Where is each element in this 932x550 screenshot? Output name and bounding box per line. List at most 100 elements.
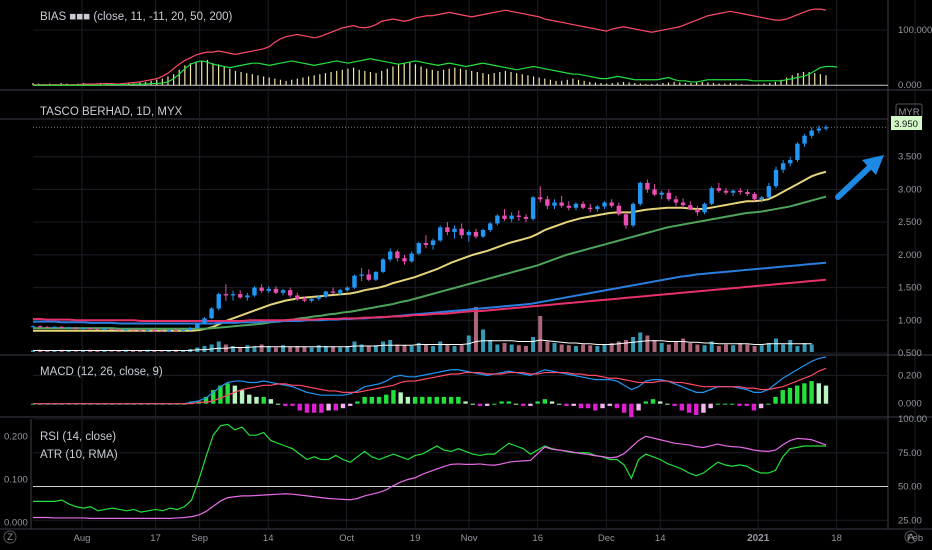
candle-body xyxy=(780,163,786,170)
candle-body xyxy=(702,203,707,213)
candle-body xyxy=(287,290,293,296)
volume-bar xyxy=(759,345,764,352)
candle-body xyxy=(502,215,507,219)
volume-bar xyxy=(788,340,793,352)
macd-histogram-bar xyxy=(578,403,584,409)
price-panel[interactable] xyxy=(30,125,888,354)
candle-body xyxy=(816,128,822,131)
price-tick-label: 0.500 xyxy=(898,348,922,359)
zoom-reset-icon[interactable] xyxy=(3,530,17,544)
volume-bar xyxy=(652,340,657,352)
candle-body xyxy=(266,288,271,291)
candle-body xyxy=(788,159,793,164)
volume-bar xyxy=(809,344,814,352)
macd-histogram-bar xyxy=(621,403,627,413)
volume-bar xyxy=(323,346,328,352)
rsi-tick-label: 25.00 xyxy=(898,515,922,526)
macd-histogram-bar xyxy=(657,401,663,404)
ma-line-ma50 xyxy=(33,195,827,330)
macd-histogram-bar xyxy=(247,394,252,404)
candle-body xyxy=(495,215,500,224)
bias-panel[interactable] xyxy=(32,8,888,86)
bias-axis: 100.000 0.000 xyxy=(898,25,932,91)
volume-bar xyxy=(438,341,443,352)
candle-body xyxy=(73,327,79,329)
volume-bar xyxy=(209,344,214,352)
rsi-axis: 100.00 75.00 50.00 25.00 0.200 0.100 0.000 xyxy=(4,414,927,529)
volume-bar xyxy=(523,346,528,352)
candle-body xyxy=(488,223,493,230)
candle-body xyxy=(623,214,629,226)
volume-bar xyxy=(516,345,521,352)
macd-histogram-bar xyxy=(585,403,591,409)
atr-tick-label: 0.200 xyxy=(4,431,28,442)
candle-body xyxy=(309,298,314,301)
trend-arrow-icon xyxy=(835,155,884,200)
volume-bar xyxy=(588,345,593,352)
macd-histogram-bar xyxy=(564,403,569,406)
volume-bar xyxy=(473,307,478,352)
last-price-value: 3.950 xyxy=(894,119,918,130)
candle-body xyxy=(523,216,529,219)
volume-bar xyxy=(388,340,393,352)
candle-body xyxy=(738,190,743,193)
price-tick-label: 3.000 xyxy=(898,184,922,195)
candle-body xyxy=(680,202,686,206)
volume-bar xyxy=(766,343,771,352)
volume-bar xyxy=(95,350,100,352)
macd-histogram-bar xyxy=(434,396,439,404)
candle-body xyxy=(102,328,107,330)
macd-histogram-bar xyxy=(441,396,447,404)
macd-histogram-bar xyxy=(794,385,800,404)
macd-histogram-bar xyxy=(326,403,331,411)
price-tick-label: 1.500 xyxy=(898,283,922,294)
bias-title: BIAS ■■■ (close, 11, -11, 20, 50, 200) xyxy=(40,11,233,23)
volume-bar xyxy=(216,341,221,352)
candle-body xyxy=(316,296,321,299)
volume-bar xyxy=(266,346,271,352)
candle-body xyxy=(552,202,557,206)
candle-body xyxy=(723,190,729,193)
candle-body xyxy=(716,188,722,191)
time-tick-label: 16 xyxy=(532,533,543,544)
rsi-tick-label: 50.00 xyxy=(898,482,922,493)
auto-scale-icon[interactable] xyxy=(904,530,918,544)
candle-body xyxy=(630,203,636,226)
macd-histogram-bar xyxy=(348,403,353,406)
candle-body xyxy=(173,330,179,332)
macd-panel[interactable] xyxy=(30,356,888,418)
volume-bar xyxy=(302,346,307,352)
macd-histogram-bar xyxy=(643,401,648,404)
macd-histogram-bar xyxy=(679,403,685,411)
volume-bar xyxy=(452,346,457,352)
macd-title: MACD (12, 26, close, 9) xyxy=(40,366,163,378)
candle-body xyxy=(545,199,550,206)
macd-histogram-bar xyxy=(463,401,468,404)
macd-histogram-bar xyxy=(629,403,634,418)
corner-right-label: A xyxy=(908,532,915,543)
macd-histogram-bar xyxy=(362,396,367,404)
macd-histogram-bar xyxy=(376,396,382,404)
macd-histogram-bar xyxy=(239,390,245,404)
macd-histogram-bar xyxy=(672,403,677,406)
volume-bar xyxy=(409,346,414,352)
volume-bar xyxy=(352,341,357,352)
time-tick-label: 18 xyxy=(831,533,842,544)
candle-body xyxy=(66,327,71,329)
atr-line xyxy=(33,435,827,519)
candle-body xyxy=(695,209,700,213)
volume-bar xyxy=(309,347,314,352)
candle-body xyxy=(223,294,229,296)
candle-body xyxy=(109,328,114,330)
rsi-line xyxy=(33,423,826,513)
candle-body xyxy=(323,291,329,297)
candle-body xyxy=(80,328,86,330)
macd-histogram-bar xyxy=(521,403,526,406)
macd-histogram-bar xyxy=(225,383,230,404)
volume-bar xyxy=(138,350,143,352)
candle-body xyxy=(166,330,171,332)
volume-bar xyxy=(488,340,493,352)
volume-bar xyxy=(166,350,171,352)
candle-body xyxy=(802,135,807,144)
rsi-atr-panel[interactable] xyxy=(33,418,888,521)
